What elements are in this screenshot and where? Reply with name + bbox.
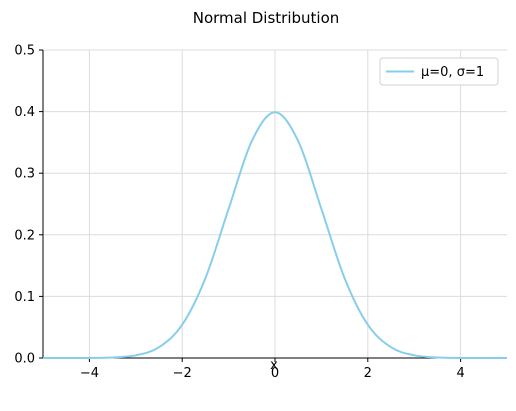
x-axis-label: x bbox=[270, 358, 278, 373]
grid bbox=[43, 49, 507, 359]
chart-title: Normal Distribution bbox=[193, 9, 340, 27]
y-tick-label-3: 0.3 bbox=[14, 167, 35, 182]
y-tick-label-1: 0.1 bbox=[14, 290, 35, 305]
series-line-0 bbox=[42, 111, 508, 360]
ticks: −4 −2 0 2 4 0.0 0.1 0.2 0.3 0.4 0.5 bbox=[14, 44, 464, 382]
legend-frame bbox=[379, 57, 499, 86]
series-layer bbox=[42, 111, 508, 360]
legend: μ=0, σ=1 bbox=[379, 57, 499, 86]
y-tick-label-5: 0.5 bbox=[14, 44, 35, 59]
legend-entry: μ=0, σ=1 bbox=[421, 65, 484, 80]
x-tick-label-1: −2 bbox=[173, 366, 192, 381]
x-tick-label-0: −4 bbox=[80, 366, 99, 381]
y-tick-label-4: 0.4 bbox=[14, 105, 35, 120]
x-tick-label-3: 2 bbox=[364, 366, 372, 381]
y-tick-label-0: 0.0 bbox=[14, 352, 35, 367]
y-tick-label-2: 0.2 bbox=[14, 228, 35, 243]
x-tick-label-2: 0 bbox=[271, 366, 279, 381]
x-tick-label-4: 4 bbox=[456, 366, 464, 381]
